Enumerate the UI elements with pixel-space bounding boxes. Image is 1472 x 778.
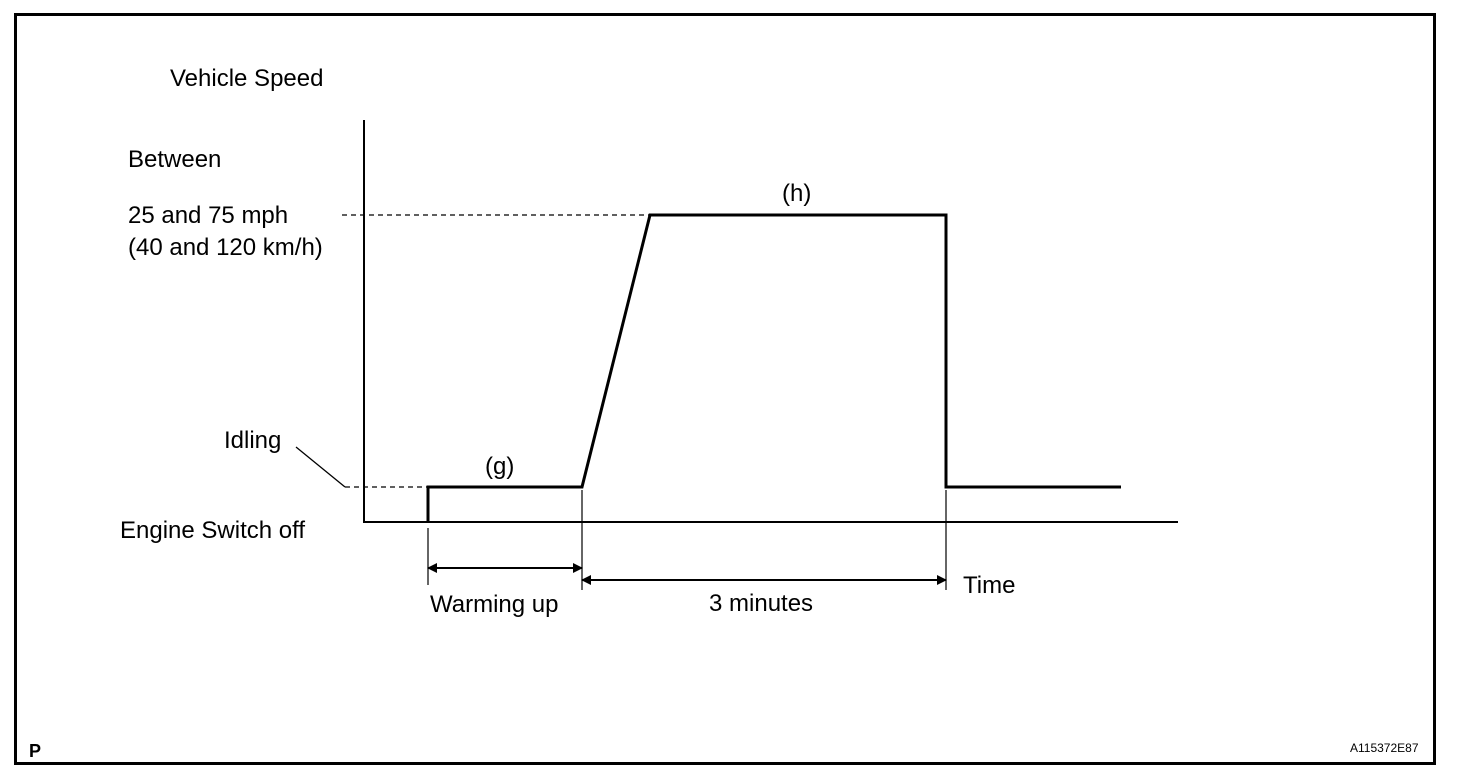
- three-minutes-label: 3 minutes: [709, 590, 813, 617]
- engine-off-label: Engine Switch off: [120, 517, 305, 544]
- idling-leader-line: [295, 446, 346, 488]
- idling-label: Idling: [224, 427, 281, 454]
- figure-code-label: A115372E87: [1350, 741, 1419, 755]
- warming-up-label: Warming up: [430, 591, 558, 618]
- speed-range-line2: 25 and 75 mph: [128, 202, 288, 229]
- segment-g-label: (g): [485, 453, 514, 480]
- corner-p-label: P: [29, 741, 41, 761]
- segment-h-label: (h): [782, 180, 811, 207]
- y-axis-title: Vehicle Speed: [170, 65, 323, 92]
- speed-range-line1: Between: [128, 146, 221, 173]
- speed-profile-line: [426, 213, 1121, 522]
- figure-frame: [14, 13, 1436, 765]
- speed-range-line3: (40 and 120 km/h): [128, 234, 323, 261]
- time-label: Time: [963, 572, 1015, 599]
